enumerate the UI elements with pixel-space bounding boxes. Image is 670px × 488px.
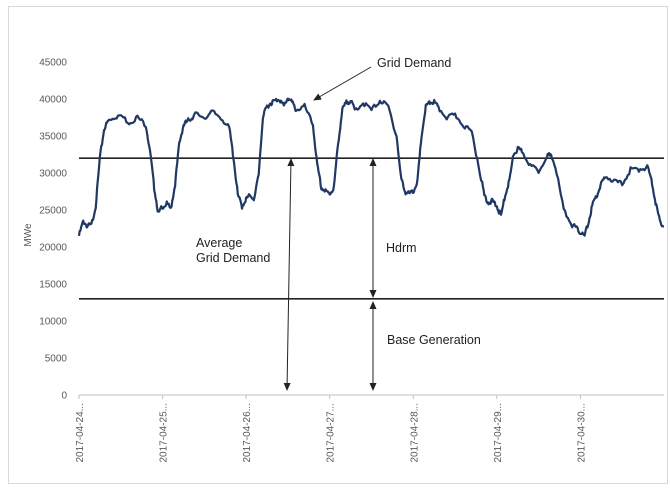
y-tick-label: 40000	[39, 95, 67, 106]
chart-frame: 0 5000 10000 15000 20000 25000 30000 35000 40000…	[8, 6, 668, 484]
y-tick-label: 45000	[39, 58, 67, 69]
average-grid-demand-arrow	[283, 158, 295, 391]
y-tick-label: 10000	[39, 317, 67, 328]
x-tick-label: 2017-04-24...	[75, 403, 86, 463]
x-tick-label: 2017-04-26...	[242, 403, 253, 463]
average-annotation-line1: Average	[196, 236, 242, 250]
x-tick-label: 2017-04-29...	[493, 403, 504, 463]
x-tick-label: 2017-04-28...	[409, 403, 420, 463]
x-tick-marks	[78, 395, 581, 399]
line-chart: 0 5000 10000 15000 20000 25000 30000 35000 40000…	[23, 56, 665, 463]
y-tick-labels: 0 5000 10000 15000 20000 25000 30000 35000 40000…	[39, 58, 67, 402]
y-tick-label: 0	[61, 391, 67, 402]
x-tick-label: 2017-04-25...	[159, 403, 170, 463]
average-annotation-line2: Grid Demand	[196, 251, 270, 265]
y-tick-label: 15000	[39, 280, 67, 291]
x-tick-labels: 2017-04-24... 2017-04-25... 2017-04-26... 2…	[75, 403, 587, 463]
x-tick-label: 2017-04-30...	[576, 403, 587, 463]
base-generation-annotation: Base Generation	[387, 333, 481, 347]
y-tick-label: 25000	[39, 206, 67, 217]
grid-demand-series-line	[77, 97, 665, 237]
hdrm-annotation: Hdrm	[386, 241, 417, 255]
grid-demand-arrow	[313, 66, 372, 101]
y-tick-label: 5000	[45, 354, 68, 365]
y-tick-label: 20000	[39, 243, 67, 254]
y-axis-label: MWe	[23, 223, 34, 247]
x-tick-label: 2017-04-27...	[326, 403, 337, 463]
y-tick-label: 30000	[39, 169, 67, 180]
grid-demand-annotation: Grid Demand	[377, 56, 451, 70]
y-tick-label: 35000	[39, 132, 67, 143]
series-group	[77, 97, 665, 237]
